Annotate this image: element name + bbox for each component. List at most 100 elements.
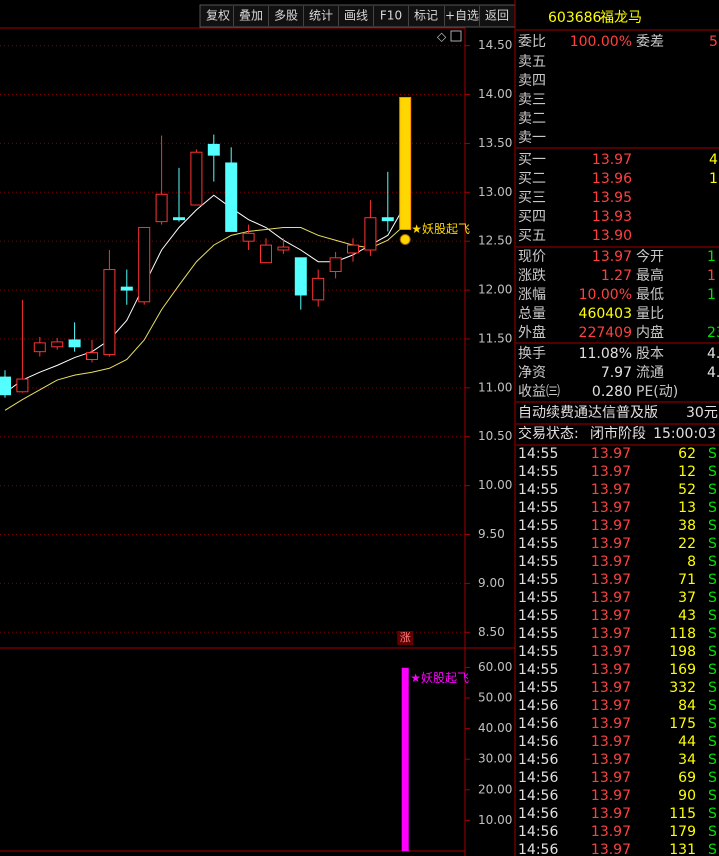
field-value: 1: [707, 268, 716, 284]
bid-label: 买四: [518, 209, 546, 225]
field-value: 11.08%: [579, 346, 632, 362]
trade-side: S: [708, 626, 717, 642]
trade-volume: 71: [678, 572, 696, 588]
toolbar-button[interactable]: 画线: [344, 9, 368, 23]
bid-label: 买五: [518, 228, 546, 244]
trade-time: 14:55: [518, 554, 558, 570]
toolbar-button[interactable]: 统计: [309, 9, 333, 23]
trade-time: 14:56: [518, 716, 558, 732]
toolbar-button[interactable]: 叠加: [239, 9, 263, 23]
trade-volume: 175: [669, 716, 696, 732]
trade-side: S: [708, 500, 717, 516]
marker: 涨: [400, 631, 411, 644]
candle-body: [312, 277, 325, 301]
icon-diamond[interactable]: ◇: [437, 30, 447, 44]
field-label: 量比: [636, 306, 664, 322]
trade-time: 14:55: [518, 590, 558, 606]
field-label: 净资: [518, 365, 546, 381]
field-value: 1.27: [601, 268, 632, 284]
toolbar-button[interactable]: 返回: [485, 9, 509, 23]
diff-label: 委差: [636, 34, 664, 50]
trade-time: 14:56: [518, 698, 558, 714]
candle-body: [33, 342, 46, 353]
trade-volume: 179: [669, 824, 696, 840]
trade-volume: 115: [669, 806, 696, 822]
toolbar-button[interactable]: 多股: [274, 9, 298, 23]
trade-price: 13.97: [591, 662, 631, 678]
field-value: 227409: [579, 325, 632, 341]
trade-volume: 37: [678, 590, 696, 606]
trade-side: S: [708, 482, 717, 498]
trade-price: 13.97: [591, 680, 631, 696]
stock-name: 福龙马: [600, 10, 642, 26]
trade-side: S: [708, 518, 717, 534]
trade-side: S: [708, 842, 717, 856]
trade-price: 13.97: [591, 536, 631, 552]
quote-panel: 603686 福龙马 委比 100.00% 委差 5 自动续费通达信普及版 30…: [516, 10, 719, 446]
field-label: 收益㈢: [518, 384, 560, 400]
field-label: 流通: [636, 365, 664, 381]
trade-time: 14:56: [518, 824, 558, 840]
ask-label: 卖二: [518, 111, 546, 127]
trade-price: 13.97: [591, 626, 631, 642]
notice-price[interactable]: 30元: [686, 405, 718, 421]
trade-side: S: [708, 770, 717, 786]
field-value: 13.97: [592, 249, 632, 265]
field-label: 最高: [636, 267, 664, 284]
trade-volume: 34: [678, 752, 696, 768]
candle-body: [190, 151, 203, 206]
trade-price: 13.97: [591, 788, 631, 804]
trade-time: 14:56: [518, 788, 558, 804]
y-tick-label: 20.00: [478, 782, 512, 796]
trade-side: S: [708, 788, 717, 804]
trade-price: 13.97: [591, 644, 631, 660]
toolbar-button[interactable]: F10: [380, 9, 402, 23]
trade-volume: 44: [678, 734, 696, 750]
trade-time: 14:55: [518, 536, 558, 552]
trade-time: 14:55: [518, 662, 558, 678]
bid-volume: 1: [709, 171, 718, 187]
field-value: 460403: [579, 306, 632, 322]
trade-volume: 8: [687, 554, 696, 570]
trade-side: S: [708, 464, 717, 480]
bid-label: 买二: [518, 171, 546, 187]
trade-volume: 52: [678, 482, 696, 498]
candle-body: [173, 217, 185, 221]
y-tick-label: 9.00: [478, 576, 505, 590]
candle-body: [207, 143, 220, 156]
trade-time: 14:55: [518, 518, 558, 534]
trade-time: 14:56: [518, 770, 558, 786]
y-tick-label: 13.00: [478, 185, 512, 199]
trade-price: 13.97: [591, 734, 631, 750]
field-value: 4.: [707, 346, 719, 362]
toolbar-button[interactable]: +自选: [445, 9, 479, 23]
trade-volume: 131: [669, 842, 696, 856]
candle-body: [260, 244, 272, 264]
trade-price: 13.97: [591, 500, 631, 516]
trade-time: 14:56: [518, 842, 558, 856]
toolbar-button[interactable]: 复权: [206, 9, 230, 23]
ratio-label: 委比: [518, 34, 546, 50]
field-value: 10.00%: [579, 287, 632, 303]
ask-label: 卖三: [518, 92, 546, 108]
candle-body: [138, 227, 151, 303]
status-value: 闭市阶段: [590, 425, 646, 442]
field-value: 0.280: [592, 384, 632, 400]
candle-body: [381, 217, 394, 222]
toolbar-button[interactable]: 标记: [414, 9, 438, 23]
trade-price: 13.97: [591, 698, 631, 714]
field-label: 换手: [518, 345, 546, 362]
trade-price: 13.97: [591, 518, 631, 534]
candle-body: [294, 257, 307, 296]
trade-price: 13.97: [591, 806, 631, 822]
status-time: 15:00:03: [653, 426, 716, 442]
bid-price: 13.96: [592, 171, 632, 187]
trade-volume: 69: [678, 770, 696, 786]
notice-text[interactable]: 自动续费通达信普及版: [518, 404, 658, 421]
icon-window[interactable]: [450, 30, 462, 42]
trade-price: 13.97: [591, 572, 631, 588]
trade-price: 13.97: [591, 482, 631, 498]
trade-side: S: [708, 716, 717, 732]
candle-body: [364, 217, 377, 251]
